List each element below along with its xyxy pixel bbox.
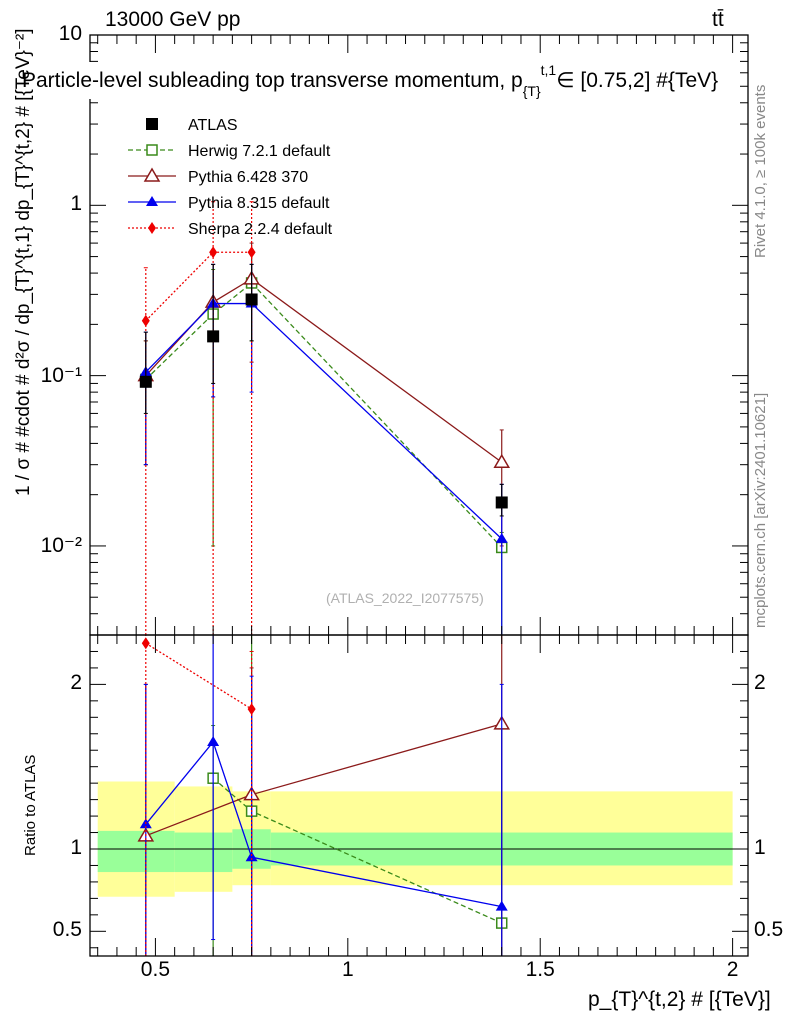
main-series-sherpa <box>141 201 256 636</box>
main-point-pythia6-3 <box>493 453 511 469</box>
legend-marker-atlas <box>146 118 158 130</box>
ratio-point-sherpa-1 <box>247 703 256 716</box>
chart-title: Particle-level subleading top transverse… <box>22 62 719 99</box>
legend-marker-pythia8 <box>146 196 158 206</box>
ratio-ytick-label-left-0: 0.5 <box>52 918 82 942</box>
xtick-label-1: 1 <box>341 958 354 981</box>
ratio-ytick-label-right-0: 0.5 <box>754 918 784 942</box>
xtick-label-3: 2 <box>726 958 739 981</box>
ratio-ytick-label-right-2: 2 <box>754 671 766 695</box>
band-inner-0 <box>97 830 175 873</box>
ratio-ytick-label-left-2: 2 <box>70 671 82 695</box>
main-point-sherpa-2 <box>247 246 256 259</box>
legend-label-sherpa: Sherpa 2.2.4 default <box>188 221 333 238</box>
ratio-uncertainty-bands <box>97 781 733 897</box>
energy-label: 13000 GeV pp <box>105 8 241 31</box>
legend-marker-sherpa <box>148 222 156 234</box>
ratio-point-pythia8-2 <box>245 851 258 862</box>
main-ytick-label-2: 10⁻¹ <box>40 363 82 387</box>
legend-label-herwig: Herwig 7.2.1 default <box>188 143 331 160</box>
chart-title-text: Particle-level subleading top transverse… <box>22 69 523 92</box>
main-point-atlas-0 <box>139 375 152 388</box>
rivet-label: Rivet 4.1.0, ≥ 100k events <box>752 84 769 258</box>
process-label: tt̄ <box>712 8 724 31</box>
xtick-label-2: 1.5 <box>525 958 555 981</box>
legend-entry-atlas: ATLAS <box>146 117 238 134</box>
ratio-ytick-label-left-1: 1 <box>70 836 82 859</box>
main-line-pythia8 <box>145 302 503 540</box>
main-line-herwig <box>145 282 503 548</box>
series-group <box>137 201 511 957</box>
main-y-axis-label: 1 / σ # #cdot # d²σ / dp_{T}^{t,1} dp_{T… <box>13 28 34 496</box>
legend-marker-pythia6 <box>143 167 161 182</box>
main-series-herwig <box>140 249 508 636</box>
legend-label-pythia8: Pythia 8.315 default <box>188 195 330 212</box>
legend-entry-herwig: Herwig 7.2.1 default <box>128 143 331 160</box>
main-series-atlas <box>139 263 508 517</box>
x-axis-label: p_{T}^{t,2} # [{TeV}] <box>588 988 771 1011</box>
main-ytick-label-0: 10 <box>58 22 82 45</box>
legend-entry-pythia8: Pythia 8.315 default <box>128 195 330 212</box>
main-point-atlas-1 <box>207 330 220 343</box>
legend-marker-herwig <box>146 144 158 156</box>
ratio-ytick-label-right-1: 1 <box>754 836 766 859</box>
chart-title-tail: ∈ [0.75,2] #{TeV} <box>556 69 719 92</box>
chart-title-sub: {T} <box>522 83 541 99</box>
main-line-sherpa <box>145 251 252 322</box>
main-point-atlas-2 <box>245 293 258 306</box>
legend: ATLAS Herwig 7.2.1 default Pythia 6.428 37… <box>128 117 333 238</box>
legend-label-pythia6: Pythia 6.428 370 <box>188 169 308 186</box>
legend-label-atlas: ATLAS <box>188 117 238 134</box>
ratio-point-pythia8-1 <box>207 736 220 746</box>
main-point-sherpa-1 <box>209 246 218 259</box>
ratio-frame <box>89 634 749 957</box>
watermark: (ATLAS_2022_I2077575) <box>326 590 484 606</box>
axes-frames <box>89 34 749 957</box>
main-point-atlas-3 <box>495 496 508 509</box>
ratio-line-pythia8 <box>145 740 502 908</box>
band-inner-1 <box>174 832 233 873</box>
mcplots-label: mcplots.cern.ch [arXiv:2401.10621] <box>752 392 769 628</box>
xtick-label-0: 0.5 <box>140 958 171 981</box>
main-series-pythia8 <box>139 263 508 636</box>
main-point-sherpa-0 <box>141 314 150 327</box>
main-ytick-label-1: 1 <box>70 192 82 216</box>
legend-entry-pythia6: Pythia 6.428 370 <box>128 167 308 186</box>
ratio-point-sherpa-0 <box>141 637 150 650</box>
ratio-point-pythia8-3 <box>495 900 508 911</box>
main-line-pythia6 <box>145 278 503 463</box>
main-ytick-label-3: 10⁻² <box>40 533 82 557</box>
main-point-pythia8-3 <box>495 532 508 543</box>
chart-title-sup: t,1 <box>540 62 557 78</box>
main-series-pythia6 <box>137 242 511 547</box>
ratio-y-axis-label: Ratio to ATLAS <box>22 754 39 856</box>
legend-entry-sherpa: Sherpa 2.2.4 default <box>128 221 333 238</box>
ratio-line-sherpa <box>145 642 252 710</box>
